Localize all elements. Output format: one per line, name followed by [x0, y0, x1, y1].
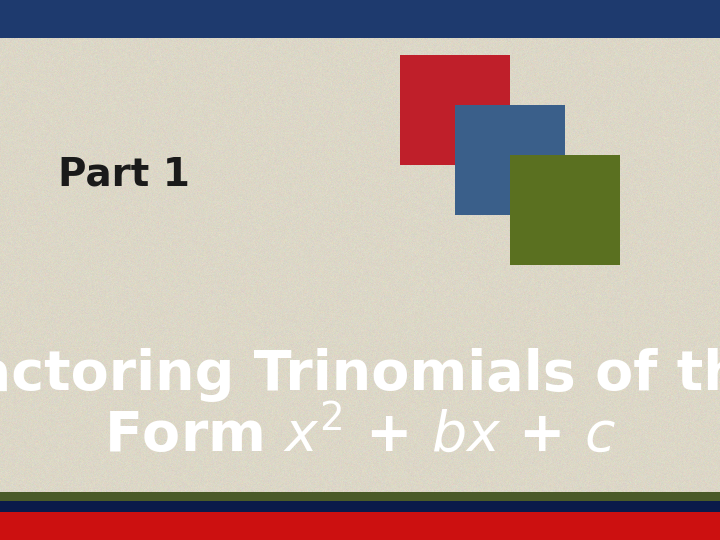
- Bar: [0, 492, 720, 501]
- Bar: [510, 155, 620, 265]
- Text: Form $x^2$ + $bx$ + $c$: Form $x^2$ + $bx$ + $c$: [104, 407, 616, 463]
- Bar: [0, 0, 720, 38]
- Text: Part 1: Part 1: [58, 156, 190, 194]
- Bar: [0, 512, 720, 540]
- Bar: [0, 501, 720, 512]
- Text: Factoring Trinomials of the: Factoring Trinomials of the: [0, 348, 720, 402]
- Bar: [455, 105, 565, 215]
- Bar: [400, 55, 510, 165]
